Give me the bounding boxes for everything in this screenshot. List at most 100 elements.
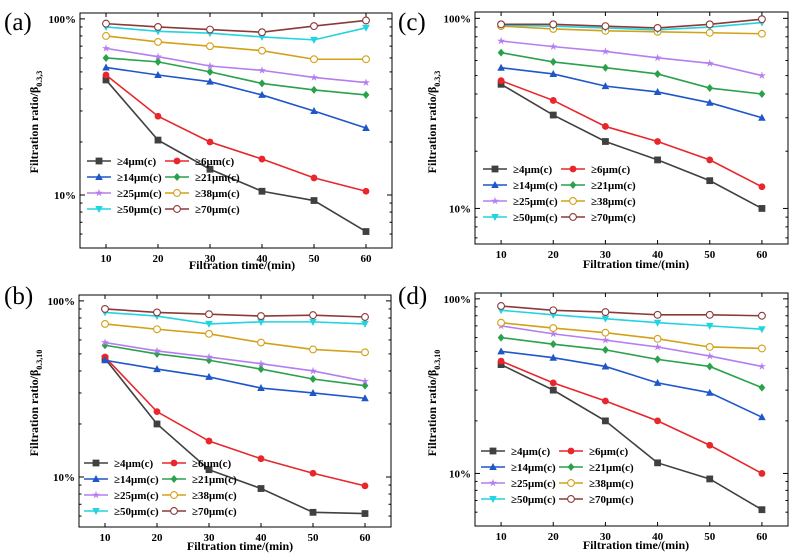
legend-item: ≥25μm(c) <box>87 188 162 200</box>
data-point <box>653 319 662 327</box>
data-point <box>757 362 766 370</box>
legend-swatch-marker <box>92 490 100 499</box>
data-point <box>362 24 370 32</box>
data-point <box>705 20 714 29</box>
data-point <box>497 80 505 88</box>
legend-item: ≥50μm(c) <box>483 212 558 224</box>
legend-swatch-marker <box>491 196 499 205</box>
y-axis-title: Filtration ratio/β0.3,10 <box>425 350 442 457</box>
legend-label: ≥38μm(c) <box>591 196 636 208</box>
legend-item: ≥38μm(c) <box>561 196 636 208</box>
data-point <box>206 61 214 70</box>
data-point <box>602 138 609 145</box>
data-point <box>549 97 557 104</box>
series-line <box>500 360 763 475</box>
legend-item: ≥14μm(c) <box>481 462 556 474</box>
series-line <box>104 341 366 382</box>
data-point <box>153 420 161 428</box>
series-line <box>104 311 366 325</box>
x-axis-title: Filtration time/(min) <box>189 258 295 272</box>
legend-label: ≥50μm(c) <box>513 212 558 224</box>
x-axis-title: Filtration time/(min) <box>583 538 689 552</box>
legend-swatch-marker <box>173 157 181 165</box>
data-point <box>601 308 610 317</box>
x-axis-title: Filtration time/(min) <box>583 257 689 271</box>
series-line <box>501 18 762 29</box>
x-tick-label: 20 <box>153 253 165 265</box>
x-tick-label: 10 <box>101 253 113 265</box>
data-point <box>758 183 766 191</box>
data-point <box>361 320 369 328</box>
legend-item: ≥70μm(c) <box>559 494 634 506</box>
data-point <box>705 98 714 106</box>
data-point <box>205 352 213 361</box>
legend-label: ≥14μm(c) <box>114 474 159 486</box>
panel-c: (c) 10 20 30 40 50 60 10% 100% Filtration time/(m… <box>398 9 789 271</box>
legend-label: ≥38μm(c) <box>195 188 240 200</box>
data-point <box>654 156 661 164</box>
data-point <box>154 52 162 61</box>
data-point <box>361 394 369 402</box>
data-point <box>153 408 161 416</box>
x-tick-label: 30 <box>600 249 612 261</box>
legend: ≥4μm(c) ≥6μm(c) ≥14μm(c) ≥21μm(c) ≥25μm(c) ≥3… <box>481 446 634 506</box>
series-line <box>501 309 762 330</box>
y-tick-label: 10% <box>54 190 76 202</box>
data-point <box>549 20 558 29</box>
data-point <box>497 20 506 29</box>
series-line <box>105 79 367 233</box>
x-tick-label: 10 <box>100 532 112 544</box>
legend-item: ≥50μm(c) <box>84 506 159 518</box>
series-4 <box>497 48 766 98</box>
x-tick-label: 50 <box>704 531 716 543</box>
data-point <box>601 82 610 90</box>
data-point <box>309 375 317 384</box>
legend-swatch-marker <box>567 495 575 503</box>
data-point <box>549 353 558 361</box>
data-point <box>361 376 369 385</box>
x-tick-label: 50 <box>309 253 321 265</box>
data-point <box>497 48 505 57</box>
legend-swatch-marker <box>569 197 577 205</box>
x-tick-label: 60 <box>360 532 372 544</box>
data-point <box>257 365 265 374</box>
data-point <box>154 57 162 66</box>
legend-label: ≥25μm(c) <box>513 196 558 208</box>
data-point <box>601 47 610 55</box>
data-point <box>362 90 370 99</box>
data-point <box>258 79 266 88</box>
data-point <box>602 397 609 405</box>
series-line <box>500 51 763 95</box>
x-tick-label: 40 <box>256 532 268 544</box>
series-4 <box>101 341 369 390</box>
legend-swatch-marker <box>491 214 499 221</box>
y-axis-title-main: Filtration ratio/β <box>27 370 41 457</box>
data-point <box>497 361 505 369</box>
data-point <box>549 306 558 315</box>
series-8 <box>497 15 766 32</box>
legend-item: ≥21μm(c) <box>561 180 636 192</box>
data-point <box>601 315 610 323</box>
panel-label: (b) <box>4 283 33 310</box>
data-point <box>206 77 214 85</box>
legend-swatch-marker <box>569 181 577 189</box>
series-line <box>500 336 763 389</box>
x-tick-label: 40 <box>652 249 664 261</box>
data-point <box>102 76 110 84</box>
series-8 <box>497 302 766 320</box>
legend-label: ≥4μm(c) <box>114 458 153 470</box>
legend-item: ≥21μm(c) <box>559 462 634 474</box>
legend-label: ≥6μm(c) <box>195 156 234 168</box>
data-point <box>309 318 317 326</box>
legend-swatch-marker <box>95 157 103 165</box>
series-line <box>500 40 763 77</box>
legend-item: ≥70μm(c) <box>162 506 237 518</box>
legend-item: ≥14μm(c) <box>84 474 159 486</box>
data-point <box>654 138 661 145</box>
data-point <box>549 324 558 333</box>
y-axis-title: Filtration ratio/β0.3,3 <box>27 71 44 174</box>
data-point <box>549 329 558 338</box>
legend-item: ≥6μm(c) <box>165 156 234 168</box>
legend-label: ≥4μm(c) <box>513 164 552 176</box>
legend-swatch-marker <box>489 478 497 487</box>
